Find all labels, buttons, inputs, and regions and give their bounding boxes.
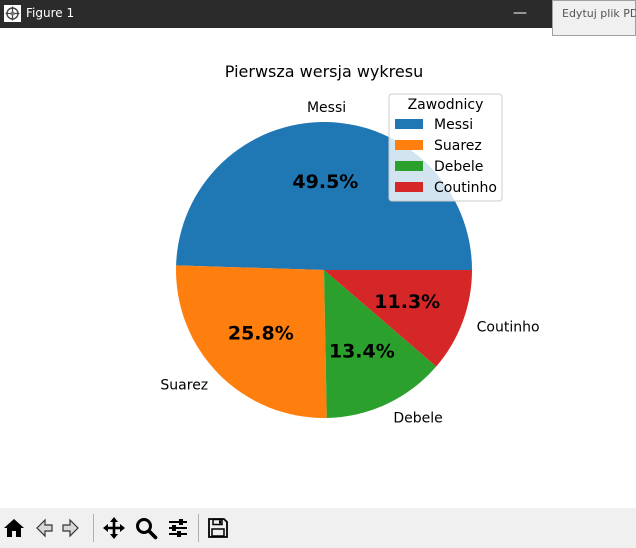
save-button[interactable] [204, 514, 232, 542]
back-button[interactable] [29, 514, 57, 542]
home-button[interactable] [0, 514, 28, 542]
window-title: Figure 1 [26, 6, 75, 20]
pan-button[interactable] [100, 514, 128, 542]
window-titlebar: Figure 1 — ✕ [0, 0, 636, 28]
matplotlib-logo-icon [4, 5, 21, 22]
chart-title: Pierwsza wersja wykresu [225, 62, 423, 81]
slice-label-debele: Debele [393, 410, 442, 426]
toolbar-separator [198, 514, 199, 542]
tooltip-text: Edytuj plik PDF [562, 7, 636, 20]
slice-label-suarez: Suarez [160, 377, 208, 393]
legend-swatch-suarez [395, 140, 423, 150]
navigation-toolbar [0, 508, 636, 548]
magnifier-icon [136, 518, 158, 540]
home-icon [4, 519, 24, 537]
legend-label-suarez: Suarez [434, 138, 482, 154]
forward-button[interactable] [58, 514, 86, 542]
legend: Zawodnicy Messi Suarez Debele Coutinho [388, 93, 503, 202]
arrow-left-icon [36, 518, 53, 538]
toolbar-separator [93, 514, 94, 542]
pie-slice-debele [324, 270, 437, 418]
tooltip: Edytuj plik PDF [552, 0, 636, 36]
legend-label-debele: Debele [434, 159, 483, 175]
legend-swatch-debele [395, 161, 423, 171]
legend-swatch-messi [395, 119, 423, 129]
pie-slice-suarez [176, 265, 327, 418]
minimize-button[interactable]: — [513, 5, 527, 21]
pct-label-suarez: 25.8% [228, 322, 294, 344]
configure-subplots-button[interactable] [164, 514, 192, 542]
zoom-button[interactable] [132, 514, 160, 542]
arrow-right-icon [62, 518, 79, 538]
legend-label-coutinho: Coutinho [434, 180, 497, 196]
legend-title: Zawodnicy [408, 97, 484, 113]
pct-label-debele: 13.4% [329, 340, 395, 362]
pct-label-messi: 49.5% [292, 171, 358, 193]
pct-label-coutinho: 11.3% [374, 291, 440, 313]
slice-label-coutinho: Coutinho [477, 320, 540, 336]
legend-label-messi: Messi [434, 117, 473, 133]
move-icon [103, 517, 125, 539]
slice-label-messi: Messi [307, 100, 346, 116]
floppy-disk-icon [208, 518, 228, 538]
legend-swatch-coutinho [395, 182, 423, 192]
pie-slice-coutinho [324, 270, 472, 367]
pie-chart: Pierwsza wersja wykresu Messi Suarez Debel… [160, 62, 540, 426]
sliders-icon [169, 519, 187, 537]
